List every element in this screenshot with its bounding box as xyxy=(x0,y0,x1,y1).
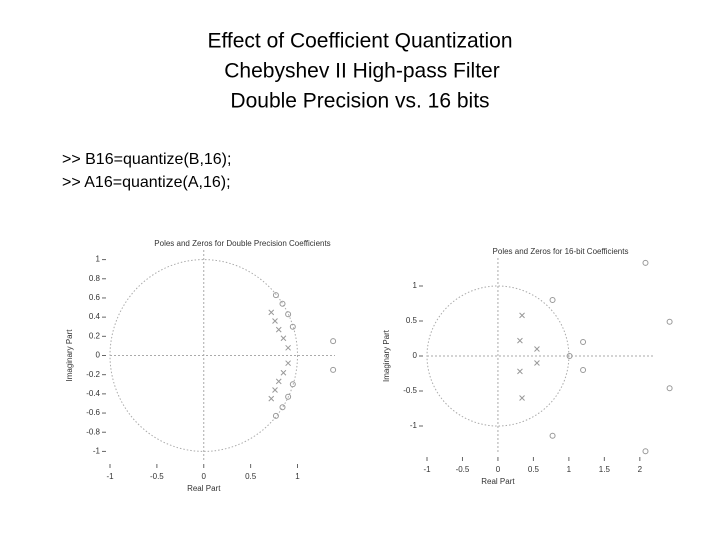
x-tick-label: 1.5 xyxy=(599,465,611,474)
zero xyxy=(279,300,286,307)
chart-title: Poles and Zeros for 16-bit Coefficients xyxy=(493,247,629,256)
x-tick-label: 0 xyxy=(202,472,207,481)
x-tick-label: 1 xyxy=(567,465,572,474)
zero xyxy=(330,338,337,345)
y-tick-label: -0.2 xyxy=(86,370,100,379)
x-tick-label: 2 xyxy=(638,465,643,474)
zero xyxy=(549,297,556,303)
pole xyxy=(517,368,523,375)
slide-title: Chebyshev II High-pass Filter xyxy=(224,60,499,83)
x-axis-label: Real Part xyxy=(187,484,221,493)
x-tick-label: 0.5 xyxy=(528,465,540,474)
code-line: >> B16=quantize(B,16); xyxy=(62,151,231,168)
pole xyxy=(285,344,291,351)
zero xyxy=(285,311,292,318)
pole xyxy=(280,369,287,376)
x-axis-label: Real Part xyxy=(481,477,515,486)
slide-title: Double Precision vs. 16 bits xyxy=(230,90,489,113)
zero xyxy=(580,367,587,373)
zero xyxy=(549,432,556,439)
zero xyxy=(566,353,573,359)
y-axis-label: Imaginary Part xyxy=(65,329,74,382)
pole xyxy=(268,309,275,316)
pole xyxy=(272,387,278,393)
unit-circle xyxy=(109,259,298,452)
pole xyxy=(275,326,282,333)
pole xyxy=(285,360,291,367)
x-tick-label: -1 xyxy=(423,465,431,474)
y-tick-label: -0.4 xyxy=(86,389,100,398)
y-tick-label: 0.6 xyxy=(89,293,101,302)
slide-title: Effect of Coefficient Quantization xyxy=(207,30,512,53)
zero xyxy=(666,318,673,325)
chart-title: Poles and Zeros for Double Precision Coe… xyxy=(154,239,330,248)
code-line: >> A16=quantize(A,16); xyxy=(62,174,231,191)
zero xyxy=(272,292,279,299)
x-tick-label: -0.5 xyxy=(456,465,470,474)
pole xyxy=(268,395,275,402)
unit-circle xyxy=(426,285,570,427)
x-tick-label: 0.5 xyxy=(245,472,257,481)
pole xyxy=(519,395,525,401)
x-tick-label: 1 xyxy=(295,472,300,481)
pole xyxy=(534,346,540,352)
zero xyxy=(642,448,649,455)
y-tick-label: 0 xyxy=(413,351,418,360)
y-tick-label: 1 xyxy=(413,281,418,290)
y-tick-label: -0.6 xyxy=(86,408,100,417)
y-tick-label: -1 xyxy=(410,421,418,430)
zero xyxy=(272,412,279,419)
chart: Poles and Zeros for 16-bit Coefficients R… xyxy=(382,247,673,486)
pole xyxy=(517,337,523,344)
zero xyxy=(285,393,292,400)
pole xyxy=(275,378,282,385)
zero xyxy=(330,366,337,373)
y-tick-label: 0 xyxy=(96,351,101,360)
x-tick-label: -0.5 xyxy=(150,472,164,481)
y-axis-label: Imaginary Part xyxy=(382,329,391,382)
y-tick-label: 0.5 xyxy=(406,316,418,325)
pole xyxy=(519,312,525,319)
pole xyxy=(534,360,540,366)
pole xyxy=(280,335,287,342)
y-tick-label: 1 xyxy=(96,255,101,264)
y-tick-label: 0.2 xyxy=(89,331,101,340)
zero xyxy=(289,323,296,330)
y-tick-label: -1 xyxy=(93,447,101,456)
y-tick-label: -0.8 xyxy=(86,427,100,436)
zero xyxy=(642,259,649,266)
zero xyxy=(289,381,296,388)
x-tick-label: 0 xyxy=(496,465,501,474)
zero xyxy=(279,404,286,411)
y-tick-label: -0.5 xyxy=(403,386,417,395)
pole xyxy=(272,318,278,324)
zero xyxy=(580,339,587,345)
zero xyxy=(666,385,673,392)
chart: Poles and Zeros for Double Precision Coe… xyxy=(65,239,337,493)
y-tick-label: 0.8 xyxy=(89,274,101,283)
y-tick-label: 0.4 xyxy=(89,312,101,321)
x-tick-label: -1 xyxy=(106,472,114,481)
